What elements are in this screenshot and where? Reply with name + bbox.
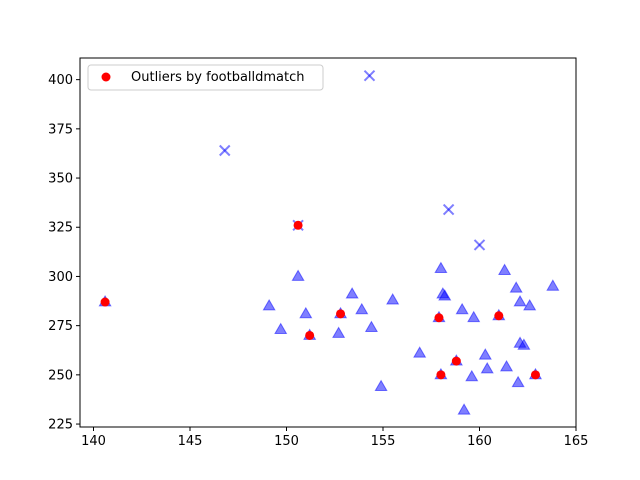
- point-triangle: [465, 369, 479, 382]
- point-triangle: [546, 279, 560, 291]
- x-axis: 140 145 150 155 160 165: [81, 427, 588, 449]
- x-tick-label: 140: [81, 434, 106, 449]
- point-triangle: [509, 281, 523, 293]
- point-triangle: [480, 361, 494, 374]
- point-triangle: [413, 346, 427, 358]
- y-tick-label: 225: [48, 418, 73, 433]
- y-tick-label: 400: [48, 73, 73, 88]
- point-outlier: [530, 370, 540, 380]
- y-tick-label: 350: [48, 172, 73, 187]
- point-triangle: [517, 338, 531, 350]
- x-tick-label: 145: [178, 434, 203, 449]
- point-x: [363, 70, 376, 82]
- point-triangle: [467, 310, 481, 323]
- y-tick-label: 375: [48, 122, 73, 137]
- legend: Outliers by footballdmatch: [87, 64, 324, 91]
- x-tick-label: 155: [371, 434, 396, 449]
- point-triangle: [274, 322, 288, 334]
- point-triangle: [262, 298, 276, 311]
- point-x: [442, 203, 455, 216]
- point-triangle: [438, 289, 452, 301]
- point-triangle: [513, 295, 527, 307]
- legend-label-outliers: Outliers by footballdmatch: [131, 70, 305, 85]
- point-triangle: [291, 269, 305, 281]
- point-triangle: [345, 287, 359, 299]
- point-triangle: [523, 298, 537, 311]
- x-tick-label: 165: [564, 434, 589, 449]
- point-triangle: [499, 359, 514, 372]
- y-tick-label: 325: [48, 221, 73, 236]
- point-outlier: [293, 220, 303, 230]
- point-triangle: [511, 375, 525, 388]
- point-outlier: [494, 311, 504, 321]
- legend-marker-outliers: [101, 72, 111, 82]
- point-triangle: [478, 348, 492, 360]
- point-triangle: [434, 261, 448, 273]
- point-outlier: [305, 330, 315, 340]
- x-tick-label: 150: [274, 434, 299, 449]
- point-triangle: [457, 403, 471, 415]
- point-x: [219, 144, 231, 157]
- y-tick-label: 250: [48, 368, 73, 383]
- point-triangle: [455, 302, 469, 315]
- x-tick-label: 160: [467, 434, 492, 449]
- point-x: [473, 239, 486, 251]
- legend-box: [87, 64, 324, 91]
- y-tick-label: 300: [48, 270, 73, 285]
- point-triangle: [386, 293, 400, 305]
- y-axis: 225 250 275 300 325 350 375 400: [48, 73, 80, 433]
- point-outlier: [436, 370, 446, 380]
- plot-marks: [98, 70, 560, 415]
- point-triangle: [498, 263, 512, 275]
- point-outlier: [336, 309, 346, 319]
- point-triangle: [374, 379, 388, 392]
- point-outlier: [451, 356, 461, 366]
- point-triangle: [355, 302, 369, 315]
- point-triangle: [332, 326, 346, 338]
- y-tick-label: 275: [48, 319, 73, 334]
- point-triangle: [364, 320, 378, 333]
- point-triangle: [299, 306, 313, 319]
- point-outlier: [434, 313, 444, 323]
- plot-area-frame: [79, 57, 577, 428]
- point-outlier: [100, 297, 110, 307]
